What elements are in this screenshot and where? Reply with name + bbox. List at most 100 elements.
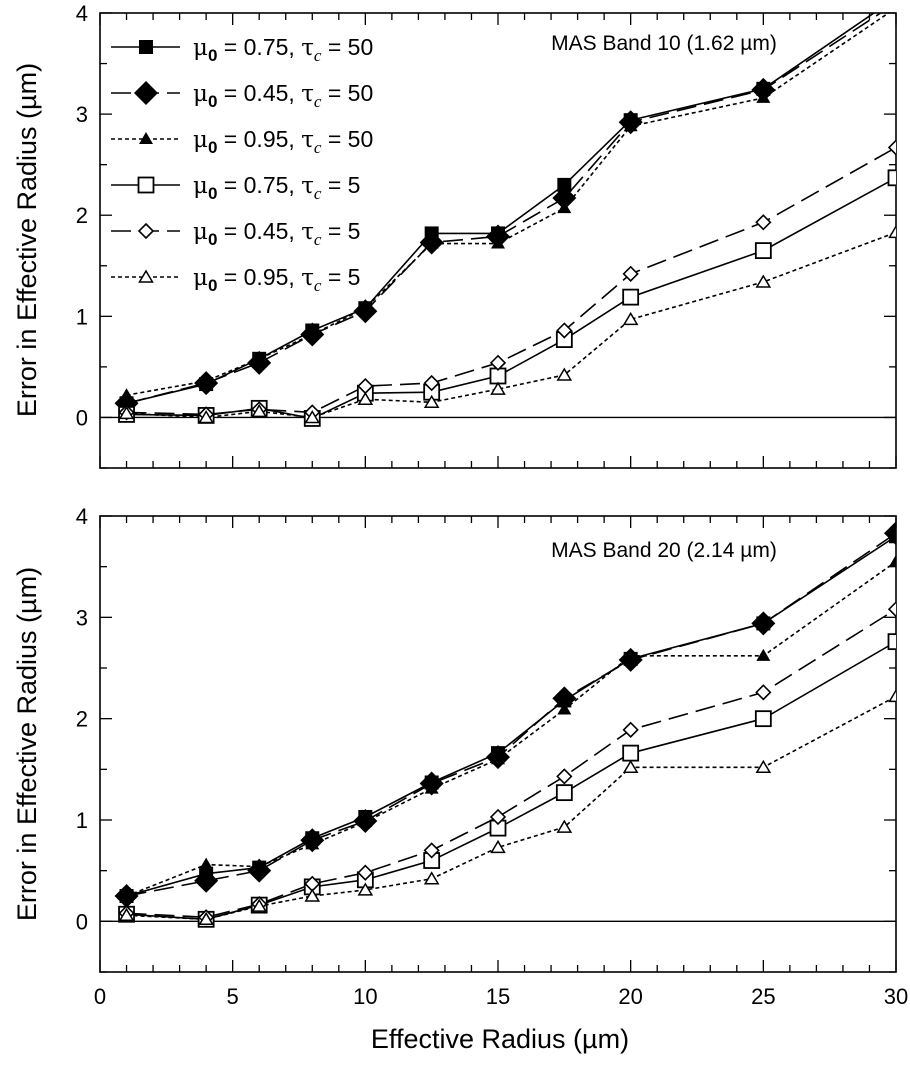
data-point-s5 [622,311,639,326]
legend-label-part: = 0.45, [217,80,301,106]
data-point-s2 [557,702,572,715]
data-point-s1 [194,868,219,893]
data-point-s4 [887,601,896,618]
data-point-s2 [252,859,267,872]
series-line-3 [126,177,896,420]
legend-label-part: μ [193,265,208,291]
legend-label-part: = 5 [321,218,360,244]
data-point-s2 [305,327,320,340]
data-point-s2 [756,648,771,661]
data-point-s4 [357,864,374,881]
data-point-s1 [486,224,510,249]
data-point-s1 [552,686,577,711]
series-line-5 [126,695,896,921]
legend-label-part: μ [193,35,208,61]
data-point-s2 [199,857,214,870]
legend-label-part: = 50 [321,80,373,106]
series-line-2 [126,560,896,897]
data-point-s2 [623,119,638,132]
data-point-s4 [755,684,772,701]
legend-label: μ0 = 0.45, τc = 50 [193,80,373,111]
legend-label-part: 0 [208,92,217,111]
legend-label-part: τ [301,127,314,153]
data-point-s2 [199,374,214,387]
legend-item-2: μ0 = 0.95, τc = 50 [111,126,373,157]
y-axis-title: Error in Effective Radius (µm) [12,63,42,417]
series-line-1 [126,13,883,405]
legend-label-part: = 0.95, [217,126,301,152]
data-point-s3 [754,242,772,260]
legend-label-part: = 50 [321,34,373,60]
data-point-s0 [557,177,572,192]
x-tick-label: 20 [618,984,642,1009]
data-point-s5 [251,403,268,418]
data-point-s5 [556,367,573,381]
x-tick-label: 5 [227,984,239,1009]
series-line-3 [126,640,896,921]
legend-label: μ0 = 0.45, τc = 5 [193,218,360,249]
data-point-s5 [198,911,214,926]
legend-label-part: c [314,92,322,111]
panel-band-20: 0 1 2 3 4 0 5 10 15 20 25 30 Error in Effective Radi… [12,504,908,1009]
data-point-s5 [888,224,896,239]
legend-label-part: = 0.45, [217,218,301,244]
legend-label-part: τ [301,219,314,245]
legend-marker [138,269,154,283]
legend-label: μ0 = 0.95, τc = 5 [193,264,360,295]
y-tick-label: 2 [76,707,88,732]
data-point-s3 [622,744,640,762]
legend-label-part: τ [301,265,314,291]
legend-label-part: c [314,230,322,249]
data-point-s5 [304,409,321,424]
data-point-s5 [118,405,135,420]
x-tick-label: 15 [486,984,510,1009]
data-point-s5 [755,274,772,288]
data-point-s1 [751,77,776,102]
data-point-s4 [622,721,639,738]
data-point-s3 [887,633,896,651]
legend-label: μ0 = 0.75, τc = 50 [193,34,373,65]
legend-marker [137,176,155,194]
y-tick-label: 4 [76,1,88,26]
legend-label-part: 0 [208,184,217,203]
data-point-s1 [552,186,577,211]
legend-label-part: μ [193,173,208,199]
data-point-s5 [622,759,639,774]
y-tick-label: 3 [76,605,88,630]
data-point-s2 [424,236,439,249]
series-line-1 [126,532,896,897]
legend-label-part: = 5 [321,264,360,290]
data-point-s3 [887,169,896,187]
legend-label: μ0 = 0.75, τc = 5 [193,172,360,203]
legend-label-part: τ [301,35,314,61]
legend-label-part: = 0.75, [217,34,301,60]
data-point-s2 [889,1,903,13]
data-point-s3 [754,710,772,728]
legend-item-1: μ0 = 0.45, τc = 50 [111,80,373,111]
legend-label-part: 0 [208,230,217,249]
data-point-s5 [556,819,573,833]
legend-label-part: c [314,184,322,203]
legend-item-5: μ0 = 0.95, τc = 5 [111,264,360,295]
data-point-s4 [489,354,507,371]
data-point-s5 [423,871,440,885]
panel-title: MAS Band 10 (1.62 µm) [551,32,777,55]
legend-label-part: c [314,138,322,157]
legend-label-part: = 0.95, [217,264,301,290]
data-point-s4 [556,768,573,785]
y-tick-label: 3 [76,102,88,127]
legend-label-part: = 5 [321,172,360,198]
data-point-s2 [358,815,373,828]
y-tick-label: 0 [76,405,88,430]
data-point-s5 [357,882,374,896]
data-point-s2 [305,837,320,850]
data-point-s4 [556,322,573,339]
y-tick-label: 2 [76,203,88,228]
series-line-2 [126,13,890,396]
legend-label-part: 0 [208,46,217,65]
data-point-s5 [251,898,268,912]
data-point-s5 [888,688,896,703]
x-tick-label: 25 [751,984,775,1009]
data-point-s5 [118,907,135,922]
